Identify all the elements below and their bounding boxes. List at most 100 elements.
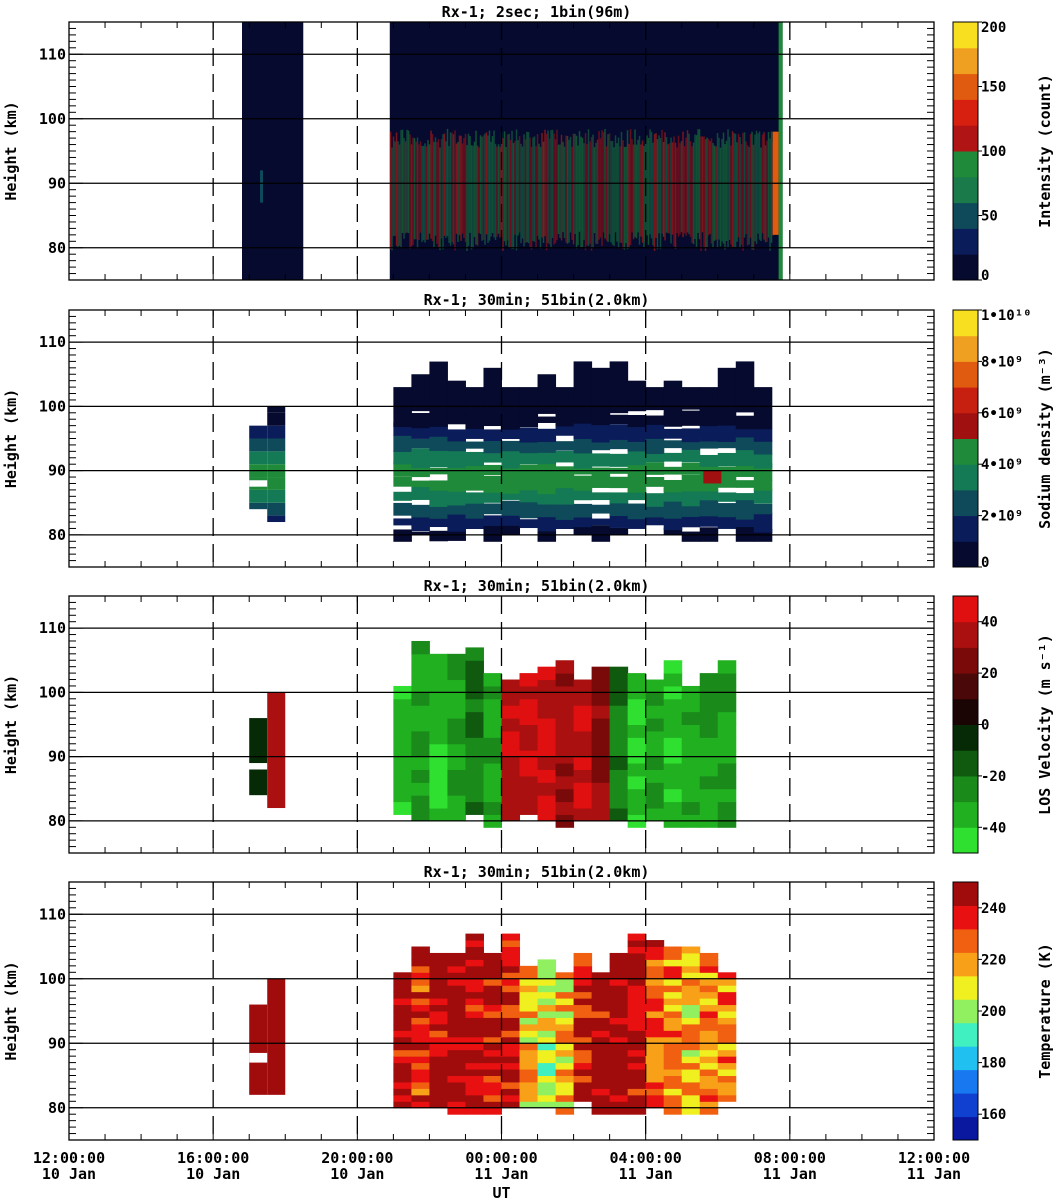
temperature-cell bbox=[717, 1069, 737, 1076]
intensity-block-0 bbox=[242, 22, 304, 280]
intensity-strip bbox=[685, 137, 687, 236]
velocity-cell bbox=[483, 724, 502, 738]
density-cell bbox=[393, 476, 412, 487]
temperature-cell bbox=[681, 1101, 701, 1109]
intensity-strip bbox=[433, 141, 435, 247]
temperature-cell bbox=[465, 1011, 484, 1018]
temperature-cell bbox=[501, 985, 521, 993]
intensity-strip bbox=[766, 140, 768, 242]
temperature-cell bbox=[465, 1069, 484, 1076]
velocity-cell bbox=[483, 775, 502, 790]
temperature-cell bbox=[501, 1017, 521, 1025]
velocity-cell bbox=[591, 808, 611, 822]
velocity-cell bbox=[663, 711, 683, 725]
temperature-cell bbox=[429, 985, 448, 993]
ytick-label: 80 bbox=[48, 239, 66, 257]
temperature-cell bbox=[609, 1088, 629, 1096]
temperature-cell bbox=[645, 946, 665, 954]
density-cell bbox=[483, 475, 502, 493]
intensity-strip bbox=[418, 144, 420, 241]
temperature-cell bbox=[663, 1036, 683, 1044]
temperature-cell bbox=[609, 1094, 629, 1102]
density-cell bbox=[447, 429, 466, 442]
xtick-time-label: 00:00:00 bbox=[465, 1149, 537, 1167]
intensity-strip bbox=[667, 144, 669, 234]
density-cell bbox=[663, 479, 683, 493]
velocity-cell bbox=[699, 724, 719, 738]
velocity-cell bbox=[447, 705, 466, 719]
intensity-strip bbox=[709, 140, 711, 234]
intensity-strip bbox=[409, 134, 411, 249]
intensity-strip bbox=[764, 145, 767, 243]
intensity-strip bbox=[721, 138, 723, 242]
density-cell bbox=[429, 361, 448, 417]
density-cell bbox=[717, 452, 737, 467]
temperature-cell bbox=[627, 1107, 647, 1115]
temperature-cell bbox=[645, 1101, 665, 1109]
intensity-strip bbox=[565, 135, 567, 243]
velocity-cell bbox=[519, 711, 539, 725]
velocity-cell bbox=[573, 795, 593, 809]
density-cell bbox=[681, 462, 701, 475]
temperature-cell bbox=[483, 1107, 502, 1115]
colorbar-tick-label: 0 bbox=[981, 268, 989, 284]
panel-title: Rx-1; 2sec; 1bin(96m) bbox=[442, 3, 632, 21]
intensity-strip bbox=[547, 130, 549, 244]
temperature-cell bbox=[627, 1011, 647, 1018]
temperature-cell bbox=[681, 1030, 701, 1038]
temperature-cell bbox=[627, 1088, 647, 1096]
temperature-cell bbox=[591, 1094, 611, 1102]
density-cell bbox=[447, 450, 466, 469]
density-cell bbox=[681, 449, 701, 463]
intensity-strip bbox=[602, 132, 605, 233]
temperature-cell bbox=[537, 972, 557, 980]
velocity-cell bbox=[591, 730, 611, 745]
density-cell bbox=[501, 515, 521, 526]
intensity-strip bbox=[727, 129, 729, 248]
temperature-cell bbox=[663, 1094, 683, 1102]
temperature-cell bbox=[465, 1030, 484, 1038]
intensity-strip bbox=[554, 139, 557, 243]
intensity-strip bbox=[613, 147, 615, 246]
density-cell bbox=[717, 466, 737, 477]
temperature-cell bbox=[627, 991, 647, 999]
temperature-cell bbox=[411, 965, 430, 973]
density-cell bbox=[411, 480, 430, 488]
temperature-cell bbox=[501, 972, 521, 980]
density-cell bbox=[609, 414, 629, 425]
density-cell bbox=[627, 447, 647, 466]
velocity-cell bbox=[501, 795, 521, 809]
velocity-cell bbox=[537, 666, 557, 681]
intensity-strip bbox=[404, 141, 407, 234]
velocity-cell bbox=[447, 756, 466, 770]
temperature-cell bbox=[501, 1049, 521, 1057]
density-cell bbox=[627, 424, 647, 442]
xtick-time-label: 20:00:00 bbox=[321, 1149, 393, 1167]
density-cell bbox=[483, 515, 502, 526]
colorbar-swatch bbox=[953, 412, 978, 439]
temperature-cell bbox=[411, 1049, 430, 1057]
velocity-cell bbox=[501, 730, 521, 745]
temperature-cell bbox=[663, 1081, 683, 1089]
temperature-cell bbox=[501, 1030, 521, 1038]
velocity-cell bbox=[519, 673, 539, 687]
colorbar-swatch bbox=[953, 596, 978, 623]
colorbar-tick-label: 50 bbox=[981, 209, 998, 225]
temperature-cell bbox=[465, 1004, 484, 1012]
velocity-cell bbox=[555, 711, 575, 725]
temperature-cell bbox=[591, 1011, 611, 1018]
temperature-cell bbox=[663, 978, 683, 986]
intensity-strip bbox=[553, 133, 555, 245]
velocity-cell bbox=[447, 743, 466, 758]
velocity-cell bbox=[483, 788, 502, 803]
density-cell bbox=[753, 428, 773, 442]
temperature-cell bbox=[411, 1030, 430, 1038]
temperature-cell bbox=[483, 1069, 502, 1076]
intensity-strip bbox=[643, 145, 645, 247]
intensity-strip bbox=[499, 146, 501, 238]
density-cell bbox=[501, 467, 521, 478]
intensity-strip bbox=[437, 139, 440, 249]
temperature-cell bbox=[519, 991, 539, 999]
temperature-cell bbox=[501, 1056, 521, 1064]
temperature-cell bbox=[699, 1056, 719, 1064]
